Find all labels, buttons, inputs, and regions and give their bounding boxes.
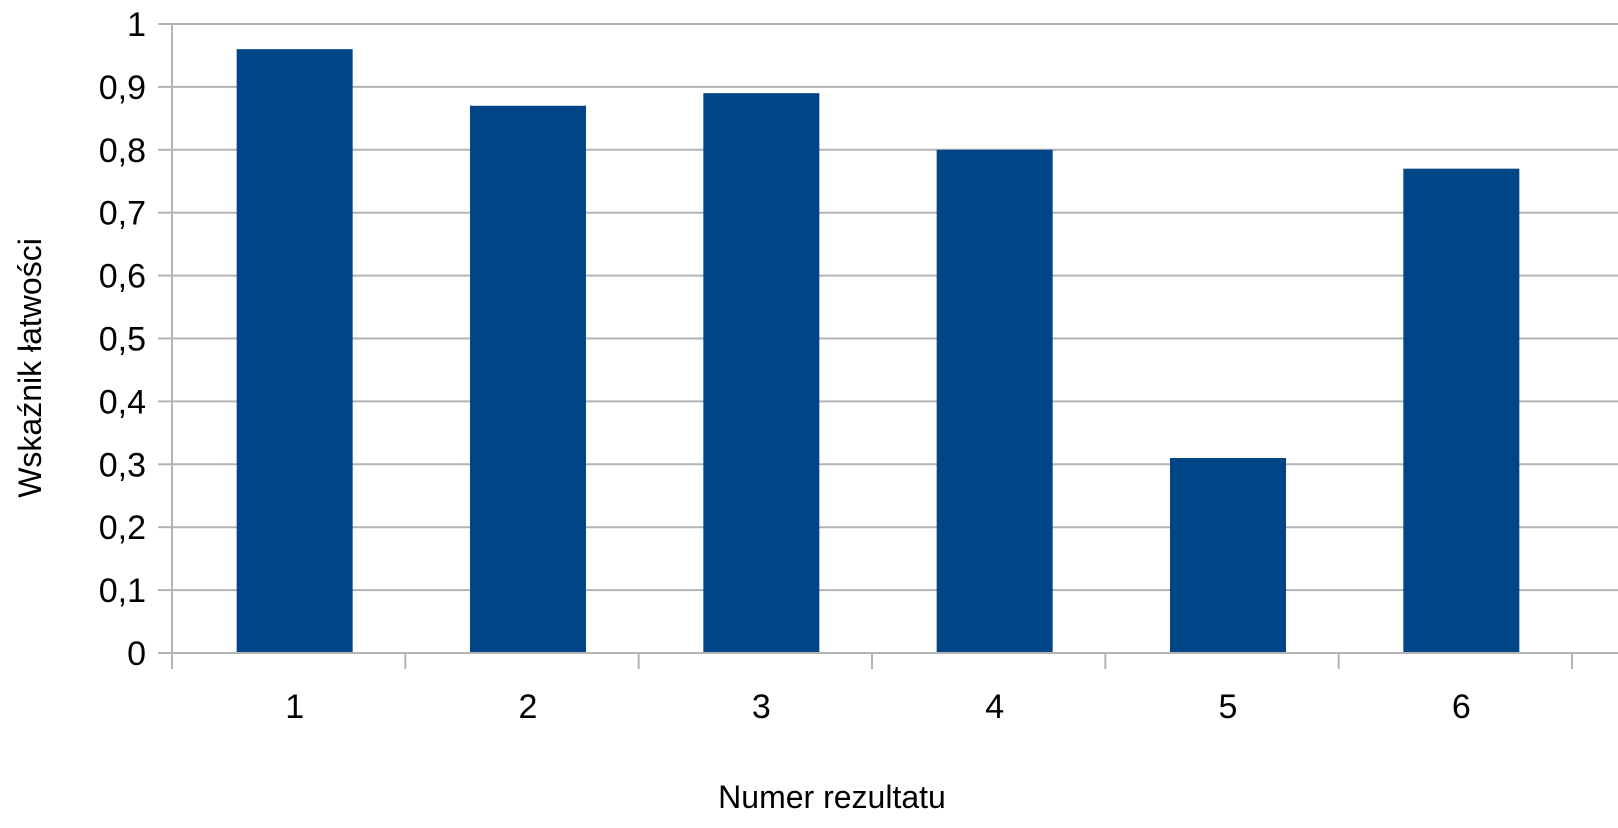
bar-3 bbox=[703, 93, 820, 653]
bar-2 bbox=[470, 105, 586, 653]
y-tick-label: 0,5 bbox=[99, 321, 146, 359]
x-tick-label: 2 bbox=[519, 688, 538, 726]
x-axis-title: Numer rezultatu bbox=[718, 779, 946, 815]
y-tick-label: 0,3 bbox=[99, 446, 146, 484]
x-tick-label: 3 bbox=[752, 688, 771, 726]
y-tick-label: 0,1 bbox=[99, 572, 146, 610]
x-tick-label: 6 bbox=[1452, 688, 1471, 726]
x-tick-label: 5 bbox=[1219, 688, 1238, 726]
x-tick-labels: 1 2 3 4 5 6 bbox=[285, 688, 1471, 726]
bar-6 bbox=[1403, 168, 1520, 654]
y-tick-label: 0 bbox=[127, 635, 146, 673]
x-tick-label: 4 bbox=[985, 688, 1004, 726]
bar-4 bbox=[936, 149, 1053, 654]
bar-1 bbox=[236, 49, 353, 654]
y-tick-label: 0,4 bbox=[99, 383, 146, 421]
y-tick-label: 0,6 bbox=[99, 258, 146, 296]
y-tick-label: 0,7 bbox=[99, 195, 146, 233]
bar-5 bbox=[1170, 458, 1286, 653]
y-axis-title: Wskaźnik łatwości bbox=[12, 238, 48, 498]
y-tick-label: 0,2 bbox=[99, 509, 146, 547]
x-tick-label: 1 bbox=[285, 688, 304, 726]
y-tick-labels: 0 0,1 0,2 0,3 0,4 0,5 0,6 0,7 0,8 0,9 1 bbox=[99, 6, 146, 673]
grid-lines bbox=[172, 23, 1618, 592]
bars bbox=[236, 49, 1520, 654]
y-tick-label: 1 bbox=[127, 6, 146, 44]
y-tick-label: 0,8 bbox=[99, 132, 146, 170]
axes bbox=[158, 23, 1618, 669]
y-tick-label: 0,9 bbox=[99, 69, 146, 107]
